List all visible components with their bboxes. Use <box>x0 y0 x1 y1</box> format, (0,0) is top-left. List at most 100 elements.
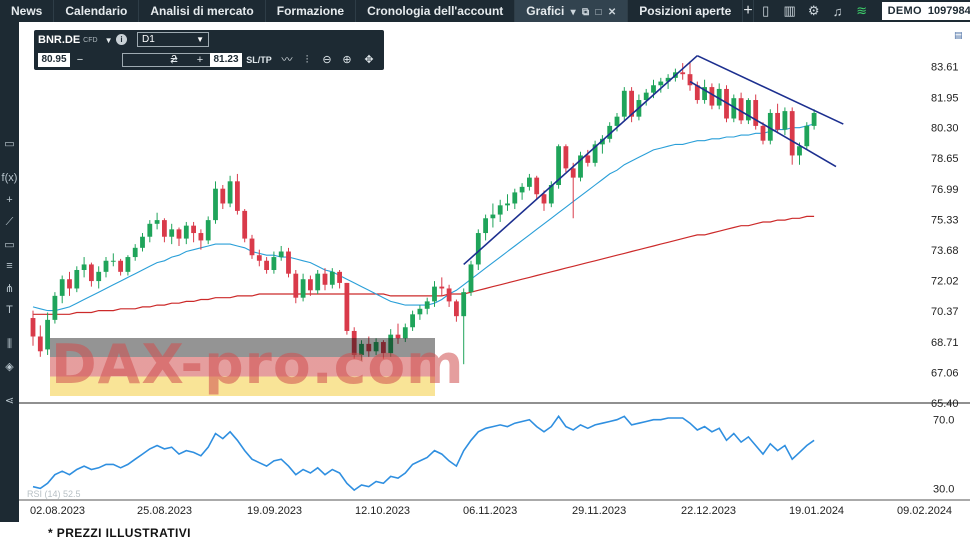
candle-body <box>293 273 299 298</box>
candle-body <box>731 98 737 119</box>
price-axis-tick-label: 83.61 <box>931 62 959 74</box>
candle-body <box>439 286 445 289</box>
share-icon[interactable]: ⋖ <box>4 395 15 407</box>
price-axis-tick-label: 81.95 <box>931 92 959 104</box>
quantity-value: 2 <box>171 54 177 65</box>
candle-body <box>103 260 109 272</box>
tab-posizioni-aperte[interactable]: Posizioni aperte <box>628 0 744 22</box>
zoom-in-icon[interactable]: ⊕ <box>342 54 352 66</box>
candle-body <box>67 279 72 289</box>
price-chart[interactable]: 83.61 81.95 80.30 78.65 76.99 75.33 73.68 72.02… <box>19 22 970 523</box>
symbol-selector[interactable]: BNR.DE CFD ▼ <box>38 32 112 48</box>
candle-body <box>337 271 342 283</box>
candle-body <box>680 72 686 75</box>
price-axis-tick-label: 76.99 <box>931 184 959 196</box>
text-tool-icon[interactable]: T <box>6 304 13 316</box>
candle-body <box>687 74 693 86</box>
candle-body <box>140 236 145 248</box>
candle-body <box>417 308 423 315</box>
candle-body <box>665 77 671 82</box>
maximize-tab-icon[interactable]: □ <box>595 7 602 18</box>
watermark: DAX-pro.com <box>50 333 465 396</box>
candle-body <box>169 229 175 237</box>
candle-body <box>286 251 291 274</box>
candle-body <box>548 185 554 204</box>
chart-window-icon[interactable]: ▭ <box>4 138 15 150</box>
candle-body <box>629 90 634 117</box>
indicator-settings-icon[interactable]: ⫶ <box>305 54 309 66</box>
candle-body <box>716 88 722 106</box>
tab-analisi-di-mercato[interactable]: Analisi di mercato <box>139 0 266 22</box>
candle-body <box>475 233 481 265</box>
rectangle-tool-icon[interactable]: ▭ <box>4 239 15 251</box>
layout-panel-icon[interactable]: ▯ <box>762 3 770 18</box>
connection-wifi-icon: ≋ <box>856 3 868 18</box>
candle-body <box>329 271 335 285</box>
zoom-out-icon[interactable]: ⊖ <box>322 54 332 66</box>
rsi-indicator-label: RSI (14) 52.5 <box>27 489 81 499</box>
layers-icon[interactable]: ◈ <box>5 361 14 373</box>
notifications-bell-icon[interactable]: ♫ <box>832 3 843 19</box>
buy-price-button[interactable]: 81.23 <box>210 53 242 67</box>
candle-body <box>461 292 467 317</box>
candle-body <box>373 342 379 352</box>
close-tab-icon[interactable]: ✕ <box>607 7 617 18</box>
symbol-type: CFD <box>83 36 98 44</box>
candle-body <box>468 264 474 293</box>
candle-body <box>74 269 80 289</box>
candle-body <box>132 247 138 258</box>
tab-news[interactable]: News <box>0 0 55 22</box>
sltp-button[interactable]: SL/TP <box>246 55 272 65</box>
info-icon[interactable]: i <box>116 34 127 45</box>
candle-body <box>300 279 306 298</box>
rsi-axis-tick-label: 30.0 <box>933 483 954 495</box>
detach-tab-icon[interactable]: ⧉ <box>582 7 590 18</box>
candle-body <box>753 100 759 126</box>
line-chart-icon[interactable]: 〰 <box>281 54 293 66</box>
price-axis-tick-label: 78.65 <box>931 153 959 165</box>
candle-body <box>147 223 153 237</box>
indicators-fx-icon[interactable]: f(x) <box>1 172 18 184</box>
date-axis-tick-label: 22.12.2023 <box>681 505 736 517</box>
currency-settings-icon[interactable]: ⚙ <box>807 3 820 18</box>
quantity-swap-icon[interactable]: ⇄ <box>170 55 178 65</box>
tab-dropdown-icon[interactable]: ▾ <box>570 7 576 18</box>
move-crosshair-icon[interactable]: ✥ <box>364 54 374 66</box>
timeframe-select[interactable]: D1 ▼ <box>137 32 209 47</box>
tab-calendario[interactable]: Calendario <box>54 0 140 22</box>
trendline-tool-icon[interactable]: ⟋ <box>5 216 14 228</box>
trend-line <box>689 80 837 168</box>
price-axis-tick-label: 80.30 <box>931 123 959 135</box>
layout-columns-icon[interactable]: ▥ <box>783 3 796 18</box>
crosshair-icon[interactable]: + <box>6 194 13 206</box>
candle-body <box>797 146 802 156</box>
quantity-minus-button[interactable]: − <box>76 54 84 66</box>
candle-body <box>198 233 204 241</box>
candle-body <box>497 205 503 215</box>
candle-body <box>658 81 664 86</box>
candle-body <box>118 260 123 272</box>
candle-body <box>89 264 94 282</box>
candle-body <box>125 257 131 272</box>
quantity-plus-button[interactable]: + <box>196 54 204 66</box>
price-axis-tick-label: 65.40 <box>931 398 959 410</box>
rsi-axis-tick-label: 70.0 <box>933 415 954 427</box>
tab-formazione[interactable]: Formazione <box>266 0 357 22</box>
tab-cronologia-account[interactable]: Cronologia dell'account <box>356 0 516 22</box>
tab-grafici[interactable]: Grafici ▾ ⧉ □ ✕ <box>515 0 629 22</box>
pitchfork-tool-icon[interactable]: ⋔ <box>4 283 15 295</box>
sell-price-button[interactable]: 80.95 <box>38 53 70 67</box>
candle-body <box>402 327 408 339</box>
candle-body <box>643 92 649 101</box>
candle-body <box>702 87 707 101</box>
add-tab-button[interactable]: + <box>743 0 754 22</box>
fibonacci-tool-icon[interactable]: ≡ <box>6 260 13 272</box>
candle-body <box>534 177 540 195</box>
candle-body <box>395 334 401 339</box>
timeframe-value: D1 <box>142 34 155 45</box>
chart-type-icon[interactable]: ⫼ <box>6 338 13 350</box>
account-selector[interactable]: DEMO 10979849 ▼ <box>881 2 970 20</box>
candle-body <box>191 225 196 234</box>
candle-body <box>381 342 386 354</box>
date-axis-tick-label: 25.08.2023 <box>137 505 192 517</box>
